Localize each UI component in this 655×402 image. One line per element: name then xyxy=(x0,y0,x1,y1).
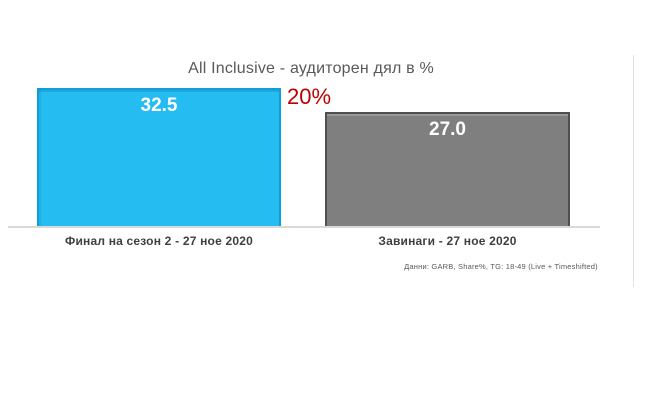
source-footnote: Данни: GARB, Share%, TG: 18-49 (Live + T… xyxy=(404,262,598,271)
category-label-zavinagi: Завинаги - 27 ное 2020 xyxy=(378,234,517,248)
slide-edge-line xyxy=(633,55,634,287)
x-axis-baseline xyxy=(8,226,600,228)
bar-final-season-2: 32.5 xyxy=(37,88,281,228)
annotation-20-percent: 20% xyxy=(287,84,332,109)
chart-title: All Inclusive - аудиторен дял в % xyxy=(188,60,434,77)
category-label-final-season-2: Финал на сезон 2 - 27 ное 2020 xyxy=(65,234,253,248)
bar-value-label: 27.0 xyxy=(429,119,466,140)
bar-zavinagi: 27.0 xyxy=(325,112,570,228)
plot-area: 32.5 27.0 xyxy=(8,88,600,228)
bar-value-label: 32.5 xyxy=(140,95,178,116)
